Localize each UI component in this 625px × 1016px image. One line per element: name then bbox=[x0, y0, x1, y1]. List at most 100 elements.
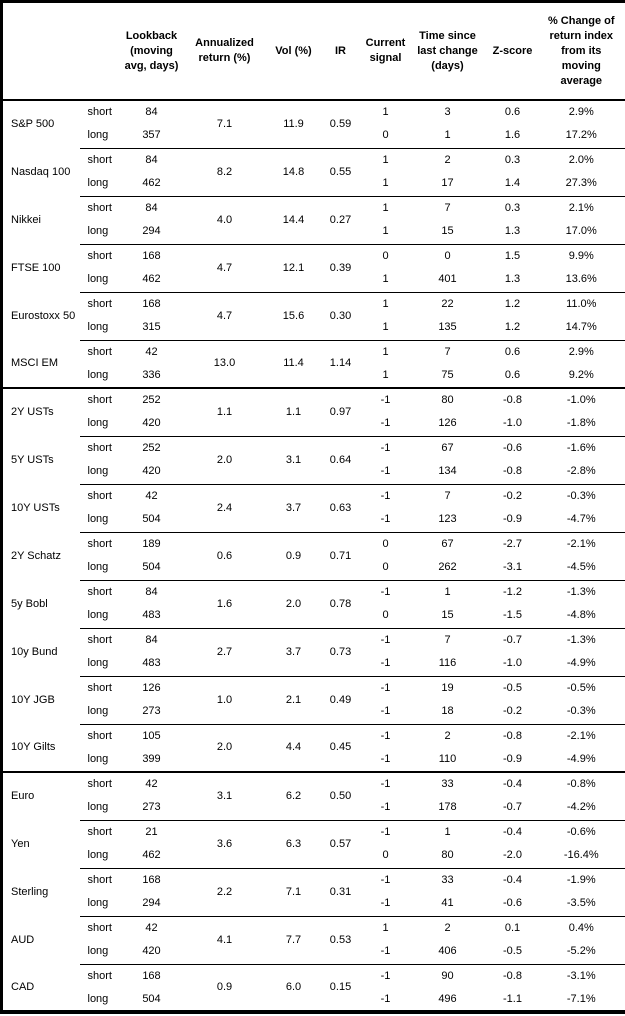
asset-row-short: 10y Bund short 84 2.7 3.7 0.73 -1 7 -0.7 -1.3% bbox=[2, 628, 625, 677]
pct-change-value-long: 17.2% bbox=[537, 124, 625, 149]
pct-change-value-long: 27.3% bbox=[537, 172, 625, 197]
asset-row-short: 10Y USTs short 42 2.4 3.7 0.63 -1 7 -0.2 -0.3% bbox=[2, 484, 625, 533]
time-since-change-value-long: 116 bbox=[407, 652, 488, 677]
time-since-change-value-long: 18 bbox=[407, 700, 488, 725]
header-row: Lookback (moving avg, days) Annualized r… bbox=[1, 1, 625, 101]
asset-row-short: 5Y USTs short 252 2.0 3.1 0.64 -1 67 -0.6 -1.6% bbox=[2, 436, 625, 485]
leg-label-long: long bbox=[79, 700, 124, 725]
z-score-value-long: -0.6 bbox=[487, 892, 538, 917]
z-score-value-long: -1.0 bbox=[487, 412, 538, 437]
lookback-value-long: 399 bbox=[123, 748, 180, 773]
vol-value: 11.4 bbox=[269, 340, 318, 389]
leg-label-long: long bbox=[79, 220, 124, 245]
pct-change-value-long: 13.6% bbox=[537, 268, 625, 293]
signal-value-long: 1 bbox=[363, 172, 408, 197]
pct-change-value-short: 2.9% bbox=[568, 345, 594, 358]
pct-change-value-long: -0.3% bbox=[537, 700, 625, 725]
z-score-value-long: -2.0 bbox=[487, 844, 538, 869]
pct-change-value-long: -5.2% bbox=[537, 940, 625, 965]
z-score-value-short: -0.4 bbox=[503, 873, 522, 886]
leg-label-short: short bbox=[87, 297, 112, 310]
signal-value-short: -1 bbox=[380, 394, 391, 406]
asset-row-long: long 294 -1 41 -0.6 -3.5% bbox=[2, 892, 625, 917]
asset-name: Nikkei bbox=[11, 213, 41, 226]
signal-value-long: 1 bbox=[363, 220, 408, 245]
z-score-value-long: -1.1 bbox=[503, 992, 522, 1005]
signal-value-long: -1 bbox=[363, 796, 408, 821]
signal-value-short: 0 bbox=[382, 537, 389, 550]
asset-name: MSCI EM bbox=[1, 340, 80, 389]
asset-row-short: 10Y Gilts short 105 2.0 4.4 0.45 -1 2 -0.8 -2.1% bbox=[1, 724, 625, 773]
z-score-value-short: 0.3 bbox=[504, 201, 521, 214]
vol-value: 7.1 bbox=[269, 868, 318, 917]
lookback-value-short: 168 bbox=[142, 969, 161, 982]
time-since-change-value-short: 90 bbox=[441, 969, 454, 982]
time-since-change-value-short: 7 bbox=[444, 633, 451, 646]
leg-label-short: short bbox=[87, 249, 112, 262]
time-since-change-value-short: 33 bbox=[441, 873, 454, 886]
pct-change-value-long: -2.8% bbox=[537, 460, 625, 485]
time-since-change-value-short: 1 bbox=[444, 585, 451, 598]
lookback-value-long: 504 bbox=[142, 992, 161, 1005]
time-since-change-value-long: 135 bbox=[407, 316, 488, 341]
time-since-change-value-long: 178 bbox=[407, 796, 488, 821]
asset-row-short: Euro short 42 3.1 6.2 0.50 -1 33 -0.4 -0.8% bbox=[2, 772, 625, 821]
leg-label-short: short bbox=[87, 633, 112, 646]
z-score-value-short: 1.2 bbox=[504, 297, 521, 310]
asset-name: 5Y USTs bbox=[11, 453, 54, 466]
asset-name: 10Y USTs bbox=[11, 501, 60, 514]
header-current-signal: Current signal bbox=[363, 1, 408, 101]
pct-change-value-long: -4.2% bbox=[537, 796, 625, 821]
leg-label-long: long bbox=[79, 892, 124, 917]
time-since-change-value-long: 123 bbox=[407, 508, 488, 533]
asset-name: 5y Bobl bbox=[11, 597, 48, 610]
signal-value-short: -1 bbox=[380, 729, 391, 742]
lookback-value-short: 21 bbox=[145, 825, 158, 838]
annualized-return-value: 7.1 bbox=[179, 100, 270, 149]
ir-value: 0.57 bbox=[317, 820, 364, 869]
z-score-value-short: 1.5 bbox=[504, 249, 521, 262]
vol-value: 3.1 bbox=[269, 436, 318, 485]
vol-value: 14.4 bbox=[269, 196, 318, 245]
lookback-value-short: 84 bbox=[145, 585, 158, 598]
time-since-change-value-short: 1 bbox=[444, 825, 451, 838]
lookback-value-short: 84 bbox=[145, 106, 158, 118]
vol-value: 6.2 bbox=[269, 772, 318, 821]
z-score-value-short: 0.1 bbox=[504, 921, 521, 934]
time-since-change-value-long: 80 bbox=[407, 844, 488, 869]
header-leg-blank bbox=[79, 1, 124, 101]
asset-row-long: long 294 1 15 1.3 17.0% bbox=[2, 220, 625, 245]
header-time-since-last-change: Time since last change (days) bbox=[407, 1, 488, 101]
leg-label-short: short bbox=[87, 201, 112, 214]
time-since-change-value-short: 2 bbox=[444, 921, 451, 934]
z-score-value-long: 1.2 bbox=[487, 316, 538, 341]
signal-value-long: 0 bbox=[363, 124, 408, 149]
ir-value: 0.50 bbox=[317, 772, 364, 821]
time-since-change-value-short: 7 bbox=[444, 201, 451, 214]
z-score-value-long: -0.8 bbox=[487, 460, 538, 485]
asset-row-long: long 315 1 135 1.2 14.7% bbox=[2, 316, 625, 341]
asset-row-short: S&P 500 short 84 7.1 11.9 0.59 1 3 0.6 2.9% bbox=[2, 100, 625, 149]
pct-change-value-short: 11.0% bbox=[566, 297, 597, 310]
vol-value: 14.8 bbox=[269, 148, 318, 197]
signal-value-short: 1 bbox=[382, 345, 389, 358]
annualized-return-value: 2.0 bbox=[179, 724, 270, 773]
z-score-value-short: -0.8 bbox=[503, 969, 522, 982]
pct-change-value-short: -3.1% bbox=[566, 969, 596, 982]
time-since-change-value-short: 3 bbox=[444, 106, 451, 118]
leg-label-long: long bbox=[79, 748, 124, 773]
pct-change-value-long: 9.2% bbox=[537, 364, 625, 389]
lookback-value-short: 84 bbox=[145, 633, 158, 646]
signal-value-short: -1 bbox=[380, 778, 391, 790]
lookback-value-short: 42 bbox=[145, 345, 158, 358]
asset-row-short: Nasdaq 100 short 84 8.2 14.8 0.55 1 2 0.3 2.0% bbox=[2, 148, 625, 197]
signal-value-short: -1 bbox=[380, 873, 391, 886]
annualized-return-value: 2.0 bbox=[179, 436, 270, 485]
annualized-return-value: 3.6 bbox=[179, 820, 270, 869]
lookback-value-long: 483 bbox=[123, 604, 180, 629]
time-since-change-value-short: 7 bbox=[444, 345, 451, 358]
asset-name: Yen bbox=[11, 837, 30, 850]
annualized-return-value: 0.6 bbox=[179, 532, 270, 581]
signal-value-short: -1 bbox=[380, 441, 391, 454]
lookback-value-long: 462 bbox=[123, 268, 180, 293]
